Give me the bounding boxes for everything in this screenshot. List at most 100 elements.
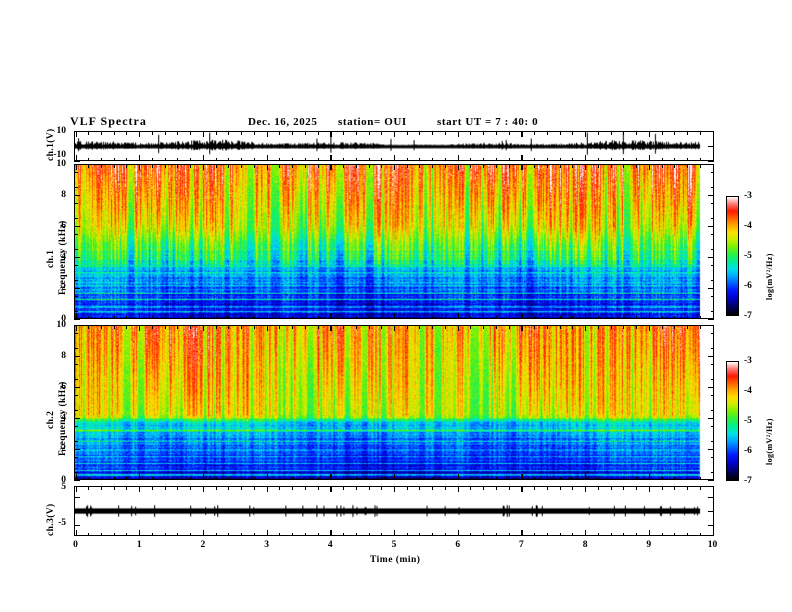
- xtick-major-p3: [648, 530, 651, 536]
- xtick-minor-p0: [610, 131, 612, 135]
- ytick-p2: [74, 449, 80, 451]
- xtick-minor-p0: [508, 157, 510, 161]
- ytick-p1: [708, 195, 714, 197]
- xtick-minor-p0: [304, 157, 306, 161]
- xtick-label-10: 10: [707, 540, 718, 550]
- xtick-minor-p1: [126, 315, 128, 319]
- xtick-minor-p0: [623, 131, 625, 135]
- ytick-p4-5: 5: [61, 482, 66, 492]
- xtick-major-p2: [202, 325, 205, 331]
- xtick-minor-p0: [113, 131, 115, 135]
- xtick-minor-p0: [368, 157, 370, 161]
- xtick-minor-p3: [113, 532, 115, 536]
- xtick-minor-p3: [470, 486, 472, 490]
- xtick-minor-p3: [432, 532, 434, 536]
- xtick-minor-p2: [432, 476, 434, 480]
- xtick-major-p3: [330, 530, 332, 536]
- ytick-p1: [708, 257, 714, 259]
- xtick-major-p2: [712, 474, 714, 480]
- xtick-minor-p2: [419, 325, 421, 329]
- xtick-minor-p3: [699, 532, 701, 536]
- xtick-minor-p1: [215, 315, 217, 319]
- xtick-minor-p1: [113, 315, 115, 319]
- xtick-minor-p2: [215, 325, 217, 329]
- xtick-minor-p2: [483, 476, 485, 480]
- xtick-minor-p3: [636, 532, 638, 536]
- xtick-minor-p2: [355, 476, 357, 480]
- xtick-label-8: 8: [582, 540, 588, 550]
- xtick-minor-p2: [113, 476, 115, 480]
- xtick-major-p1: [457, 313, 459, 319]
- xtick-minor-p1: [406, 164, 408, 168]
- ytick-p1: [708, 288, 714, 290]
- ytick-p2: [708, 449, 714, 451]
- xtick-minor-p0: [508, 131, 510, 135]
- ytick-minor-p1: [710, 295, 714, 297]
- xtick-minor-p3: [432, 486, 434, 490]
- xtick-minor-p1: [432, 315, 434, 319]
- xtick-minor-p0: [177, 157, 179, 161]
- xtick-minor-p0: [190, 157, 192, 161]
- xtick-minor-p2: [317, 476, 319, 480]
- ytick-minor-p2: [710, 472, 714, 474]
- ytick-minor-p2: [74, 425, 78, 427]
- ytick-p2: [74, 418, 80, 420]
- ytick-p0: [74, 131, 80, 133]
- xtick-minor-p1: [241, 315, 243, 319]
- ytick-p2: [708, 325, 714, 327]
- xtick-minor-p1: [343, 315, 345, 319]
- xtick-minor-p0: [636, 131, 638, 135]
- xtick-label-1: 1: [136, 540, 142, 550]
- xtick-minor-p1: [279, 164, 281, 168]
- xtick-minor-p1: [355, 315, 357, 319]
- ytick-minor-p1: [74, 171, 78, 173]
- ytick-p3: [74, 497, 80, 499]
- xtick-minor-p3: [215, 486, 217, 490]
- xtick-minor-p3: [406, 532, 408, 536]
- colorbar-ch2-tick-7: -7: [744, 476, 752, 486]
- colorbar-ch1: [726, 196, 739, 316]
- xtick-minor-p1: [151, 164, 153, 168]
- xtick-minor-p0: [674, 131, 676, 135]
- xtick-minor-p1: [419, 315, 421, 319]
- xtick-major-p2: [139, 325, 141, 331]
- xtick-major-p2: [648, 474, 651, 480]
- ytick-p0: [708, 161, 714, 163]
- xtick-major-p3: [394, 486, 396, 492]
- ytick-p2: [708, 418, 714, 420]
- xtick-minor-p0: [177, 131, 179, 135]
- xtick-minor-p2: [674, 325, 676, 329]
- xtick-minor-p1: [177, 315, 179, 319]
- xtick-minor-p1: [164, 315, 166, 319]
- xtick-minor-p0: [228, 131, 230, 135]
- xtick-major-p1: [266, 164, 268, 170]
- xtick-minor-p0: [355, 131, 357, 135]
- xtick-minor-p2: [292, 325, 294, 329]
- xtick-minor-p1: [355, 164, 357, 168]
- xtick-minor-p1: [368, 164, 370, 168]
- xtick-minor-p0: [317, 157, 319, 161]
- xtick-minor-p0: [470, 131, 472, 135]
- ytick-minor-p2: [710, 332, 714, 334]
- xtick-minor-p2: [177, 325, 179, 329]
- xtick-major-p3: [394, 530, 396, 536]
- xtick-minor-p0: [495, 157, 497, 161]
- xtick-minor-p2: [279, 325, 281, 329]
- ytick-minor-p1: [74, 233, 78, 235]
- xtick-minor-p2: [674, 476, 676, 480]
- xtick-major-p3: [75, 530, 77, 536]
- xtick-minor-p2: [699, 325, 701, 329]
- xtick-major-p0: [521, 155, 523, 161]
- xtick-minor-p2: [100, 476, 102, 480]
- xtick-minor-p1: [228, 164, 230, 168]
- xtick-minor-p0: [253, 131, 255, 135]
- xtick-minor-p1: [546, 315, 548, 319]
- xtick-minor-p3: [483, 532, 485, 536]
- xtick-minor-p3: [190, 532, 192, 536]
- ytick-p3-10: 10: [56, 320, 67, 330]
- xtick-minor-p3: [546, 532, 548, 536]
- colorbar-ch1-tick-7: -7: [744, 311, 752, 321]
- ytick-minor-p1: [710, 218, 714, 220]
- ytick-p1-10: 10: [56, 126, 67, 136]
- xtick-minor-p3: [190, 486, 192, 490]
